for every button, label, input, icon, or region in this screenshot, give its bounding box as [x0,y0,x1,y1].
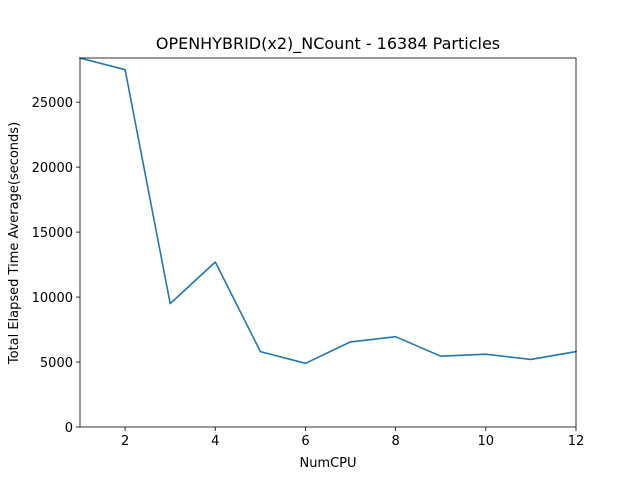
chart-title: OPENHYBRID(x2)_NCount - 16384 Particles [156,34,500,54]
plot-area: 2 4 6 8 10 12 0 5000 10000 15000 20000 25000 [32,57,585,449]
y-tick-label: 25000 [32,96,73,111]
x-tick-label: 2 [121,434,129,449]
series-line-0 [79,57,577,365]
x-tick-label: 6 [301,434,309,449]
x-axis-label: NumCPU [299,456,356,471]
x-tick-label: 12 [568,434,585,449]
x-tick-label: 10 [478,434,495,449]
y-tick-label: 0 [65,421,73,436]
x-tick-label: 8 [391,434,399,449]
axes-frame [79,57,577,428]
y-tick-label: 10000 [32,291,73,306]
x-tick-label: 4 [211,434,219,449]
y-tick-label: 20000 [32,161,73,176]
y-axis-label: Total Elapsed Time Average(seconds) [7,122,22,365]
y-tick-label: 5000 [40,356,73,371]
y-tick-label: 15000 [32,226,73,241]
